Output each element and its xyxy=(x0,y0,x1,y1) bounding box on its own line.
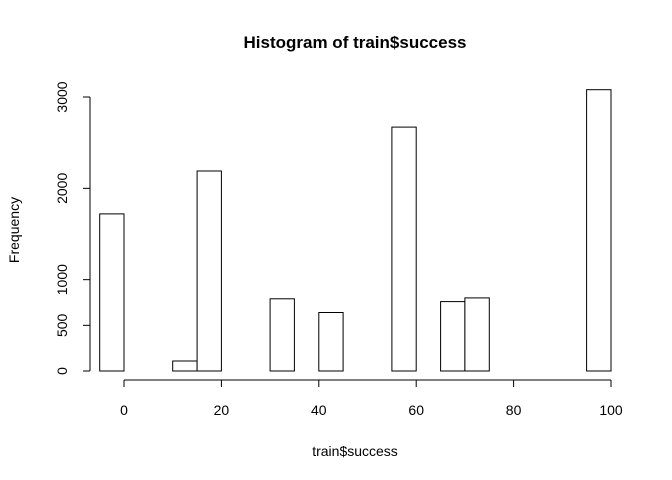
x-axis: 0 20 40 60 80 100 xyxy=(120,379,623,418)
y-tick-label: 1000 xyxy=(54,264,70,295)
x-tick-label: 40 xyxy=(311,402,327,418)
bars-group xyxy=(99,89,612,372)
x-tick-label: 0 xyxy=(120,402,128,418)
x-tick-label: 20 xyxy=(214,402,230,418)
y-tick-label: 3000 xyxy=(54,81,70,112)
x-tick-label: 60 xyxy=(408,402,424,418)
y-tick-label: 500 xyxy=(54,313,70,337)
x-tick-label: 100 xyxy=(599,402,623,418)
y-tick-label: 2000 xyxy=(54,173,70,204)
histogram-bar xyxy=(269,298,295,372)
x-axis-label: train$success xyxy=(312,443,398,459)
histogram-bar xyxy=(391,126,417,372)
y-axis-label: Frequency xyxy=(6,197,22,263)
y-tick-label: 0 xyxy=(54,367,70,375)
chart-title: Histogram of train$success xyxy=(244,33,467,52)
histogram-bar xyxy=(318,312,344,372)
x-tick-label: 80 xyxy=(506,402,522,418)
histogram-bar xyxy=(172,360,198,372)
histogram-bar xyxy=(586,89,612,372)
y-axis: 0 500 1000 2000 3000 xyxy=(54,81,91,375)
histogram-bar xyxy=(464,297,490,372)
histogram-bar xyxy=(99,213,125,372)
histogram-bar xyxy=(440,301,466,372)
histogram-bar xyxy=(196,170,222,372)
